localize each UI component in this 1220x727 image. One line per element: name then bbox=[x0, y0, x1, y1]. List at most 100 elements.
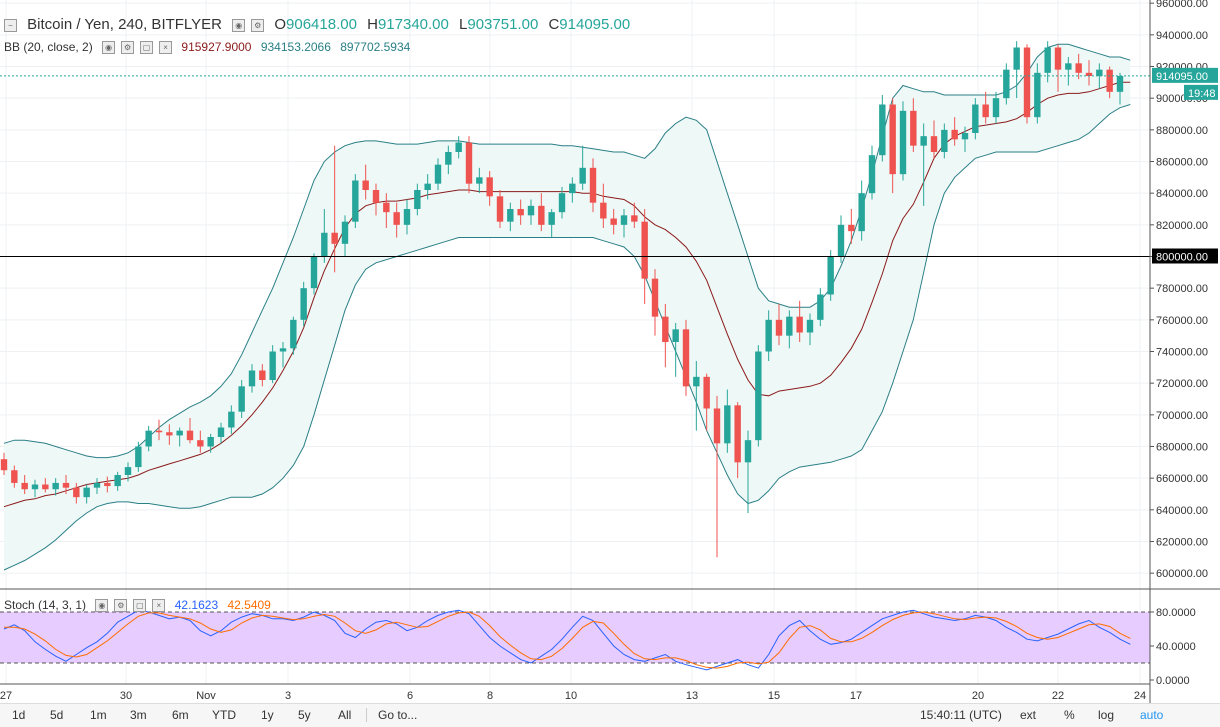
range-5d[interactable]: 5d bbox=[50, 708, 64, 722]
auto-toggle[interactable]: auto bbox=[1140, 708, 1164, 722]
price-tick-label: 880000.00 bbox=[1156, 125, 1208, 137]
candle-body bbox=[383, 202, 390, 213]
log-toggle[interactable]: log bbox=[1098, 708, 1115, 722]
close-icon[interactable]: × bbox=[152, 599, 166, 613]
range-all[interactable]: All bbox=[338, 708, 352, 722]
candle-body bbox=[610, 218, 617, 225]
price-tick-label: 680000.00 bbox=[1156, 442, 1208, 454]
close-icon[interactable]: × bbox=[159, 41, 173, 55]
stoch-axis[interactable]: 80.0000 40.0000 0.0000 bbox=[1150, 607, 1196, 687]
candle-body bbox=[693, 376, 700, 387]
candle-body bbox=[166, 432, 173, 436]
candle-body bbox=[155, 430, 163, 433]
stoch-k-value: 42.1623 bbox=[174, 598, 219, 612]
candle-body bbox=[1013, 47, 1020, 70]
candle-body bbox=[434, 164, 442, 184]
close-label: C bbox=[548, 16, 560, 33]
time-tick-label: 8 bbox=[487, 690, 493, 702]
stoch-band-fill bbox=[0, 612, 1150, 663]
candle-body bbox=[217, 427, 225, 437]
candle-body bbox=[1096, 69, 1103, 76]
close-value: 914095.00 bbox=[559, 16, 631, 33]
low-value: 903751.00 bbox=[467, 16, 539, 33]
candle-body bbox=[341, 221, 349, 244]
candle-body bbox=[930, 136, 938, 152]
settings-icon[interactable]: ⚙ bbox=[114, 599, 128, 613]
collapse-icon[interactable]: − bbox=[4, 18, 17, 32]
open-label: O bbox=[274, 16, 287, 33]
range-1y[interactable]: 1y bbox=[261, 708, 274, 722]
candle-body bbox=[724, 405, 731, 444]
candle-body bbox=[42, 484, 49, 490]
candle-body bbox=[703, 376, 710, 409]
price-axis[interactable]: 960000.00940000.00920000.00900000.008800… bbox=[1150, 0, 1208, 580]
candle-body bbox=[124, 467, 132, 475]
candle-body bbox=[806, 319, 814, 333]
candle-body bbox=[1116, 76, 1124, 92]
candle-body bbox=[569, 183, 576, 194]
percent-toggle[interactable]: % bbox=[1064, 708, 1075, 722]
candle-body bbox=[796, 316, 803, 333]
source-icon[interactable]: ▢ bbox=[133, 599, 147, 613]
candle-body bbox=[104, 482, 111, 487]
candle-body bbox=[486, 177, 493, 197]
low-label: L bbox=[459, 16, 468, 33]
range-6m[interactable]: 6m bbox=[172, 708, 189, 722]
settings-icon[interactable]: ⚙ bbox=[121, 41, 135, 55]
price-tick-label: 620000.00 bbox=[1156, 537, 1208, 549]
candle-body bbox=[1054, 47, 1062, 70]
candle-body bbox=[1065, 63, 1072, 70]
bb-label: BB (20, close, 2) bbox=[4, 40, 93, 54]
candle-body bbox=[1023, 47, 1031, 118]
stoch-tick-label: 80.0000 bbox=[1156, 607, 1196, 619]
candle-body bbox=[93, 482, 101, 488]
stoch-d-value: 42.5409 bbox=[227, 598, 271, 612]
candle-body bbox=[548, 212, 555, 225]
candle-body bbox=[1034, 72, 1041, 118]
goto-button[interactable]: Go to... bbox=[378, 708, 418, 722]
time-axis[interactable]: 27 30 Nov 3 6 8 10 13 15 17 20 22 24 bbox=[0, 690, 1146, 702]
candle-body bbox=[259, 370, 266, 380]
stoch-tick-label: 0.0000 bbox=[1156, 675, 1190, 687]
ext-toggle[interactable]: ext bbox=[1020, 708, 1037, 722]
range-1m[interactable]: 1m bbox=[90, 708, 107, 722]
settings-icon[interactable]: ⚙ bbox=[251, 18, 265, 32]
source-icon[interactable]: ▢ bbox=[140, 41, 154, 55]
candle-body bbox=[713, 408, 721, 444]
candle-body bbox=[238, 386, 245, 412]
candle-body bbox=[961, 133, 969, 140]
candle-body bbox=[579, 167, 586, 184]
candle-body bbox=[83, 487, 90, 498]
time-tick-label: 15 bbox=[768, 690, 780, 702]
candle-body bbox=[31, 484, 39, 490]
time-tick-label: 6 bbox=[407, 690, 413, 702]
range-3m[interactable]: 3m bbox=[130, 708, 147, 722]
time-tick-label: 20 bbox=[972, 690, 984, 702]
candle-body bbox=[465, 142, 473, 184]
price-tick-label: 600000.00 bbox=[1156, 568, 1208, 580]
range-5y[interactable]: 5y bbox=[298, 708, 311, 722]
range-1d[interactable]: 1d bbox=[12, 708, 26, 722]
candle-body bbox=[1085, 72, 1093, 76]
candle-body bbox=[269, 351, 276, 380]
candle-body bbox=[476, 177, 483, 184]
stoch-legend: Stoch (14, 3, 1) ◉ ⚙ ▢ × 42.1623 42.5409 bbox=[4, 598, 277, 613]
time-tick-label: 30 bbox=[120, 690, 132, 702]
price-tick-label: 960000.00 bbox=[1156, 0, 1208, 10]
price-tick-label: 860000.00 bbox=[1156, 157, 1208, 169]
eye-icon[interactable]: ◉ bbox=[232, 18, 246, 32]
candle-body bbox=[620, 215, 628, 225]
candle-body bbox=[1044, 47, 1051, 73]
candle-body bbox=[982, 104, 989, 118]
range-ytd[interactable]: YTD bbox=[212, 708, 236, 722]
eye-icon[interactable]: ◉ bbox=[102, 41, 116, 55]
candle-body bbox=[899, 110, 907, 175]
candle-body bbox=[207, 437, 214, 447]
eye-icon[interactable]: ◉ bbox=[95, 599, 109, 613]
time-tick-label: 3 bbox=[285, 690, 291, 702]
stoch-tick-label: 40.0000 bbox=[1156, 641, 1196, 653]
candle-body bbox=[496, 196, 504, 222]
candle-body bbox=[331, 232, 338, 244]
candle-body bbox=[951, 129, 958, 140]
